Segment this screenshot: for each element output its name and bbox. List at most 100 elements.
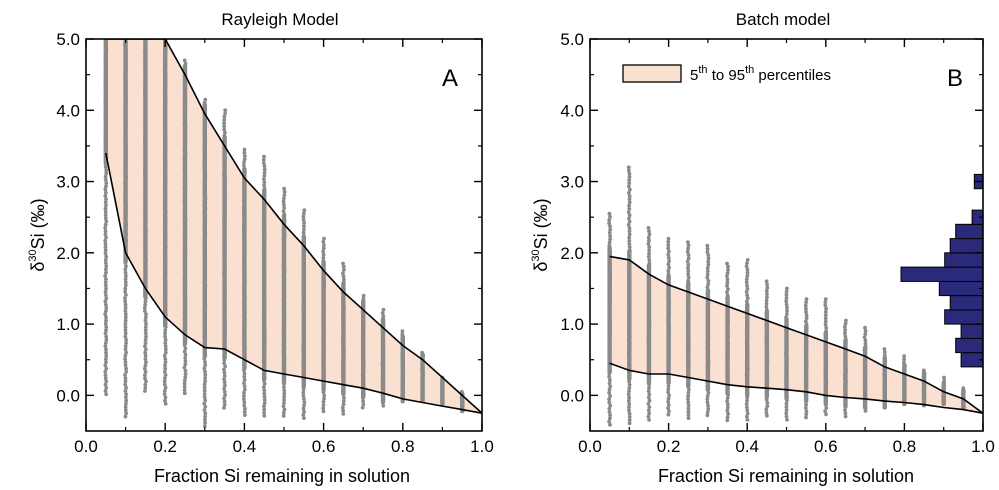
panel-a-data-point bbox=[242, 298, 247, 302]
panel-b-data-point bbox=[647, 312, 652, 317]
panel-a-data-point bbox=[163, 136, 168, 141]
panel-a-data-point bbox=[262, 279, 267, 284]
legend-swatch bbox=[622, 64, 682, 83]
panel-a-data-point bbox=[361, 296, 366, 301]
panel-a-data-point bbox=[262, 401, 267, 405]
panel-a-data-point bbox=[183, 272, 188, 277]
panel-b-data-point bbox=[784, 299, 789, 304]
panel-b-data-point bbox=[902, 392, 907, 397]
panel-b-data-point bbox=[627, 216, 631, 221]
panel-a-data-point bbox=[262, 209, 267, 213]
panel-a-data-point bbox=[242, 259, 246, 264]
panel-b-data-point bbox=[784, 296, 789, 300]
panel-b-data-point bbox=[745, 395, 750, 400]
panel-a-data-point bbox=[203, 235, 207, 240]
panel-b-data-point bbox=[922, 397, 926, 402]
panel-a-data-point bbox=[281, 298, 286, 303]
panel-a-data-point bbox=[104, 366, 109, 371]
panel-b-data-point bbox=[667, 249, 671, 254]
panel-a-data-point bbox=[242, 150, 247, 155]
panel-b-data-point bbox=[608, 272, 613, 277]
panel-a-data-point bbox=[163, 248, 167, 253]
panel-a-data-point bbox=[281, 369, 286, 373]
panel-a-data-point bbox=[104, 286, 108, 291]
panel-b-point-column bbox=[882, 347, 887, 410]
panel-a-data-point bbox=[103, 174, 108, 179]
panel-b-data-point bbox=[725, 357, 729, 362]
panel-b-data-point bbox=[883, 379, 887, 383]
panel-b-data-point bbox=[608, 262, 613, 267]
panel-b-plot-layer bbox=[607, 165, 983, 427]
panel-a-data-point bbox=[163, 181, 168, 185]
panel-a-data-point bbox=[104, 168, 109, 173]
panel-b-data-point bbox=[843, 398, 848, 403]
panel-b-data-point bbox=[863, 377, 868, 381]
panel-a-data-point bbox=[282, 385, 286, 389]
panel-a-data-point bbox=[183, 61, 188, 66]
panel-b-data-point bbox=[705, 330, 710, 334]
panel-b-data-point bbox=[725, 296, 730, 301]
panel-a-data-point bbox=[143, 88, 147, 93]
panel-a-data-point bbox=[242, 365, 247, 369]
panel-b-data-point bbox=[863, 332, 868, 336]
panel-b-data-point bbox=[922, 394, 927, 398]
panel-b-data-point bbox=[647, 261, 652, 265]
panel-a-data-point bbox=[262, 321, 267, 325]
panel-b-data-point bbox=[647, 302, 651, 307]
panel-a-data-point bbox=[241, 208, 246, 213]
panel-b-data-point bbox=[667, 310, 671, 315]
panel-a-data-point bbox=[162, 206, 167, 211]
panel-a-data-point bbox=[103, 213, 108, 217]
panel-a-data-point bbox=[321, 355, 326, 359]
panel-b-point-column bbox=[705, 243, 711, 418]
panel-a-data-point bbox=[460, 399, 465, 404]
panel-a-data-point bbox=[420, 382, 425, 387]
panel-a-data-point bbox=[222, 313, 227, 317]
panel-a-data-point bbox=[104, 315, 108, 320]
panel-a-data-point bbox=[400, 332, 405, 337]
panel-a-data-point bbox=[282, 378, 286, 383]
panel-b-data-point bbox=[627, 251, 632, 256]
panel-a-data-point bbox=[123, 133, 128, 137]
panel-b-data-point bbox=[667, 358, 671, 363]
panel-b-data-point bbox=[705, 266, 710, 270]
panel-a-data-point bbox=[361, 319, 365, 324]
panel-b-data-point bbox=[627, 277, 632, 282]
panel-b-data-point bbox=[705, 323, 710, 328]
panel-b-data-point bbox=[883, 356, 887, 361]
panel-a-data-point bbox=[203, 177, 208, 182]
panel-a-data-point bbox=[261, 247, 266, 252]
panel-b-data-point bbox=[725, 380, 730, 384]
panel-a-data-point bbox=[202, 308, 207, 313]
panel-a-data-point bbox=[301, 326, 306, 331]
panel-a-data-point bbox=[302, 336, 306, 340]
panel-a-data-point bbox=[123, 219, 128, 224]
panel-a-data-point bbox=[222, 220, 226, 225]
panel-a-data-point bbox=[182, 276, 187, 280]
panel-b-data-point bbox=[686, 243, 691, 248]
panel-a-data-point bbox=[262, 346, 267, 351]
panel-b-data-point bbox=[607, 240, 612, 245]
panel-a-data-point bbox=[202, 280, 207, 284]
panel-b-data-point bbox=[705, 285, 710, 290]
panel-b-data-point bbox=[706, 391, 711, 395]
panel-a-data-point bbox=[421, 353, 425, 358]
panel-b-data-point bbox=[804, 383, 808, 388]
panel-a-data-point bbox=[242, 147, 247, 152]
panel-b-point-column bbox=[803, 297, 809, 420]
panel-a-data-point bbox=[183, 346, 188, 351]
panel-a-data-point bbox=[162, 139, 167, 144]
panel-a-data-point bbox=[143, 251, 148, 256]
panel-a-data-point bbox=[182, 202, 187, 207]
panel-a-data-point bbox=[123, 344, 128, 349]
panel-a-data-point bbox=[203, 372, 208, 377]
panel-b-data-point bbox=[823, 361, 828, 365]
panel-a-data-point bbox=[222, 239, 227, 244]
panel-b-data-point bbox=[784, 321, 789, 326]
panel-b-data-point bbox=[666, 294, 671, 299]
panel-a-data-point bbox=[124, 401, 128, 406]
panel-a-data-point bbox=[103, 229, 108, 233]
panel-b-data-point bbox=[607, 314, 612, 318]
panel-b-data-point bbox=[666, 367, 671, 372]
panel-b-data-point bbox=[666, 307, 671, 311]
